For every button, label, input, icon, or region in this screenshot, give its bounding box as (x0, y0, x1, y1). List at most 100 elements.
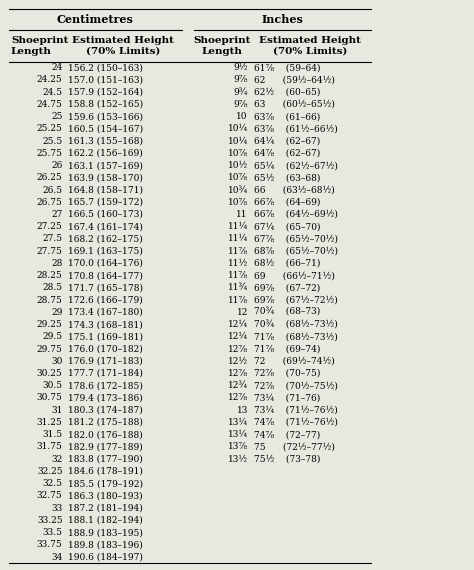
Text: 75      (72½–77½): 75 (72½–77½) (254, 442, 335, 451)
Text: 31.5: 31.5 (43, 430, 63, 439)
Text: 11½: 11½ (228, 259, 248, 268)
Text: 74⅞    (71½–76½): 74⅞ (71½–76½) (254, 418, 337, 427)
Text: 63⅞    (61½–66½): 63⅞ (61½–66½) (254, 124, 337, 133)
Text: 26.75: 26.75 (36, 198, 63, 207)
Text: 10¼: 10¼ (228, 137, 248, 145)
Text: 31: 31 (51, 406, 63, 415)
Text: 30.5: 30.5 (43, 381, 63, 390)
Text: 188.9 (183–195): 188.9 (183–195) (68, 528, 143, 537)
Text: 27.25: 27.25 (37, 222, 63, 231)
Text: 10½: 10½ (228, 161, 248, 170)
Text: 166.5 (160–173): 166.5 (160–173) (68, 210, 143, 219)
Text: 13⅞: 13⅞ (228, 442, 248, 451)
Text: 73¼    (71½–76½): 73¼ (71½–76½) (254, 406, 337, 415)
Text: 12⅞: 12⅞ (228, 393, 248, 402)
Text: 24: 24 (51, 63, 63, 72)
Text: 12½: 12½ (228, 357, 248, 366)
Text: 11¾: 11¾ (228, 283, 248, 292)
Text: 167.4 (161–174): 167.4 (161–174) (68, 222, 143, 231)
Text: 183.8 (177–190): 183.8 (177–190) (68, 455, 143, 463)
Text: 168.2 (162–175): 168.2 (162–175) (68, 234, 143, 243)
Text: 73¼    (71–76): 73¼ (71–76) (254, 393, 320, 402)
Text: 165.7 (159–172): 165.7 (159–172) (68, 198, 143, 207)
Text: 33.5: 33.5 (43, 528, 63, 537)
Text: 33.25: 33.25 (37, 516, 63, 525)
Text: 66      (63½–68½): 66 (63½–68½) (254, 185, 334, 194)
Text: 24.5: 24.5 (43, 88, 63, 97)
Text: 67¼    (65–70): 67¼ (65–70) (254, 222, 320, 231)
Text: Estimated Height
(70% Limits): Estimated Height (70% Limits) (73, 36, 174, 56)
Text: 184.6 (178–191): 184.6 (178–191) (68, 467, 143, 476)
Text: 188.1 (182–194): 188.1 (182–194) (68, 516, 143, 525)
Text: 175.1 (169–181): 175.1 (169–181) (68, 332, 143, 341)
Text: 70¾    (68½–73½): 70¾ (68½–73½) (254, 320, 337, 329)
Text: 186.3 (180–193): 186.3 (180–193) (68, 491, 143, 500)
Text: 12¼: 12¼ (228, 320, 248, 329)
Text: 32: 32 (51, 455, 63, 463)
Text: 176.0 (170–182): 176.0 (170–182) (68, 344, 143, 353)
Text: 28: 28 (51, 259, 63, 268)
Text: 12: 12 (237, 308, 248, 317)
Text: 10: 10 (237, 112, 248, 121)
Text: 27: 27 (51, 210, 63, 219)
Text: 24.75: 24.75 (36, 100, 63, 109)
Text: 25.5: 25.5 (42, 137, 63, 145)
Text: 25.25: 25.25 (36, 124, 63, 133)
Text: 169.1 (163–175): 169.1 (163–175) (68, 247, 143, 256)
Text: 69⅞    (67–72): 69⅞ (67–72) (254, 283, 320, 292)
Text: 72⅞    (70–75): 72⅞ (70–75) (254, 369, 320, 378)
Text: 157.9 (152–164): 157.9 (152–164) (68, 88, 143, 97)
Text: 187.2 (181–194): 187.2 (181–194) (68, 504, 143, 512)
Text: 65¼    (62½–67½): 65¼ (62½–67½) (254, 161, 337, 170)
Text: 63      (60½–65½): 63 (60½–65½) (254, 100, 335, 109)
Text: 28.5: 28.5 (43, 283, 63, 292)
Text: 177.7 (171–184): 177.7 (171–184) (68, 369, 143, 378)
Text: 25.75: 25.75 (36, 149, 63, 158)
Text: Shoeprint
Length: Shoeprint Length (11, 36, 68, 56)
Text: 160.5 (154–167): 160.5 (154–167) (68, 124, 143, 133)
Text: 159.6 (153–166): 159.6 (153–166) (68, 112, 143, 121)
Text: Shoeprint
Length: Shoeprint Length (193, 36, 251, 56)
Text: 62      (59½–64½): 62 (59½–64½) (254, 75, 335, 84)
Text: 179.4 (173–186): 179.4 (173–186) (68, 393, 143, 402)
Text: 29.5: 29.5 (43, 332, 63, 341)
Text: 63⅞    (61–66): 63⅞ (61–66) (254, 112, 320, 121)
Text: 27.5: 27.5 (43, 234, 63, 243)
Text: 61⅞    (59–64): 61⅞ (59–64) (254, 63, 320, 72)
Text: 181.2 (175–188): 181.2 (175–188) (68, 418, 143, 427)
Text: 158.8 (152–165): 158.8 (152–165) (68, 100, 143, 109)
Text: 30: 30 (51, 357, 63, 366)
Text: 34: 34 (51, 552, 63, 561)
Text: 173.4 (167–180): 173.4 (167–180) (68, 308, 143, 317)
Text: 170.0 (164–176): 170.0 (164–176) (68, 259, 143, 268)
Text: 163.9 (158–170): 163.9 (158–170) (68, 173, 143, 182)
Text: 31.25: 31.25 (37, 418, 63, 427)
Text: 12⅞: 12⅞ (228, 344, 248, 353)
Text: 66⅞    (64–69): 66⅞ (64–69) (254, 198, 320, 207)
Text: 9⅞: 9⅞ (233, 75, 248, 84)
Text: 174.3 (168–181): 174.3 (168–181) (68, 320, 143, 329)
Text: 9⅞: 9⅞ (233, 100, 248, 109)
Text: 10⅞: 10⅞ (228, 198, 248, 207)
Text: 30.75: 30.75 (36, 393, 63, 402)
Text: 26.5: 26.5 (43, 185, 63, 194)
Text: 25: 25 (51, 112, 63, 121)
Text: 33: 33 (51, 504, 63, 512)
Text: 24.25: 24.25 (37, 75, 63, 84)
Text: 30.25: 30.25 (37, 369, 63, 378)
Text: 189.8 (183–196): 189.8 (183–196) (68, 540, 143, 549)
Text: 31.75: 31.75 (36, 442, 63, 451)
Text: 27.75: 27.75 (36, 247, 63, 256)
Text: 9½: 9½ (233, 63, 248, 72)
Text: 33.75: 33.75 (37, 540, 63, 549)
Text: 176.9 (171–183): 176.9 (171–183) (68, 357, 143, 366)
Text: 156.2 (150–163): 156.2 (150–163) (68, 63, 143, 72)
Text: 65½    (63–68): 65½ (63–68) (254, 173, 320, 182)
Text: 171.7 (165–178): 171.7 (165–178) (68, 283, 143, 292)
Text: 68⅞    (65½–70½): 68⅞ (65½–70½) (254, 247, 337, 256)
Text: Estimated Height
(70% Limits): Estimated Height (70% Limits) (259, 36, 361, 56)
Text: 11¼: 11¼ (228, 222, 248, 231)
Text: Inches: Inches (261, 14, 303, 25)
Text: 64¼    (62–67): 64¼ (62–67) (254, 137, 320, 145)
Text: 69⅞    (67½–72½): 69⅞ (67½–72½) (254, 296, 337, 304)
